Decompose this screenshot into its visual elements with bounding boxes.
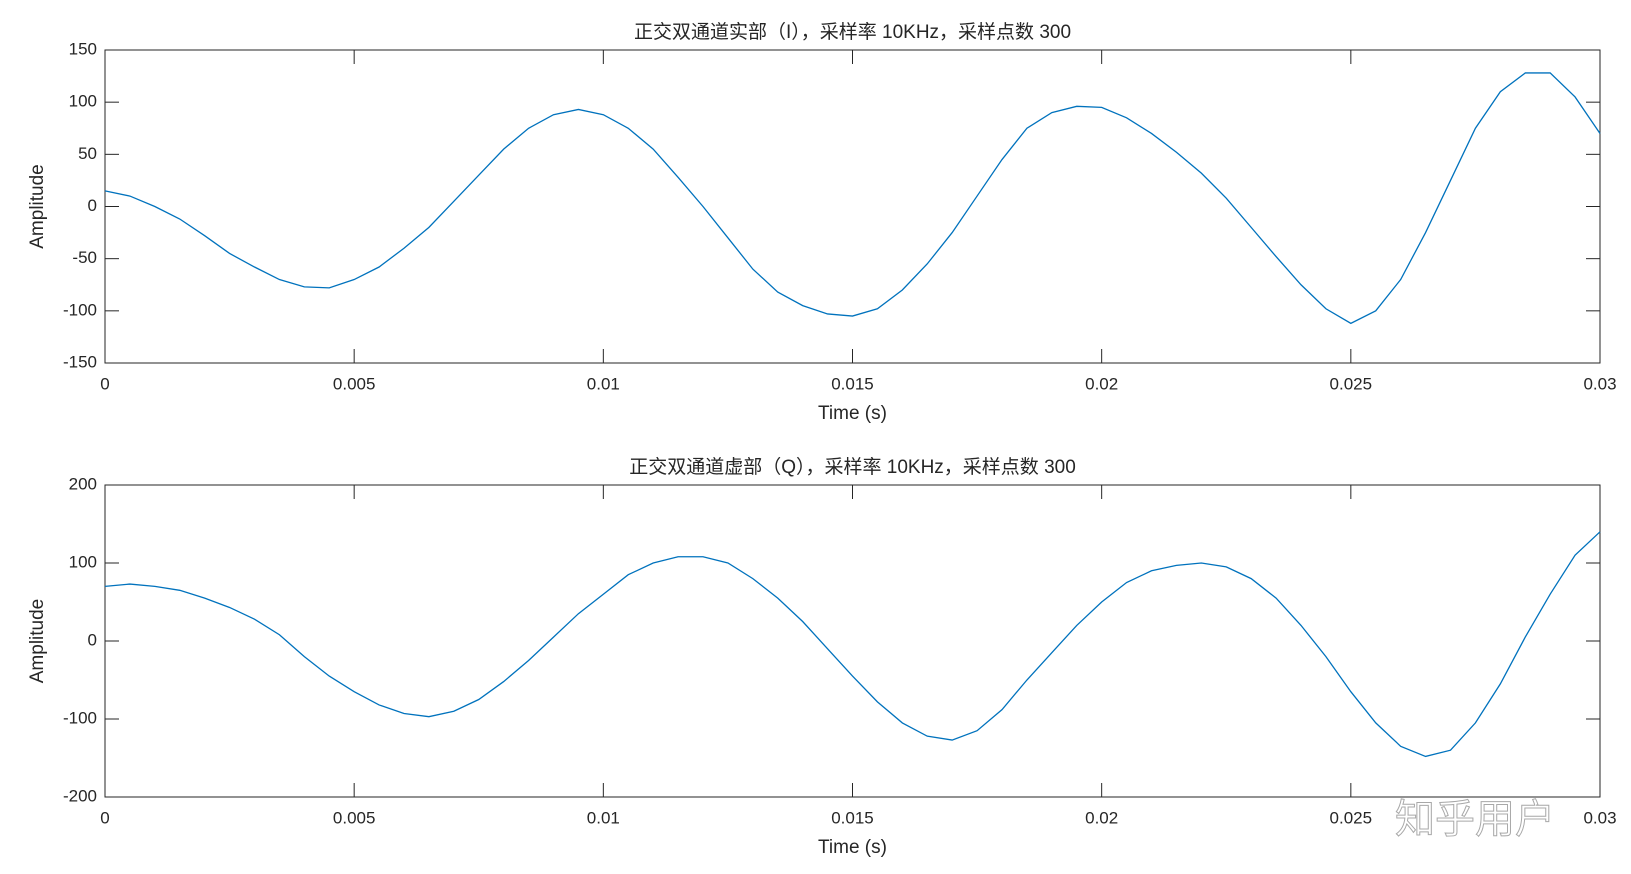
y-tick-label: -150 (63, 352, 97, 371)
y-tick-label: -50 (72, 248, 97, 267)
x-tick-label: 0.03 (1583, 808, 1616, 827)
x-tick-label: 0.01 (587, 374, 620, 393)
y-tick-label: 100 (69, 552, 97, 571)
y-tick-label: 0 (88, 630, 97, 649)
y-tick-label: -200 (63, 786, 97, 805)
data-line (104, 531, 1601, 758)
y-tick-label: 50 (78, 144, 97, 163)
y-tick-label: -100 (63, 300, 97, 319)
chart-title: 正交双通道虚部（Q），采样率 10KHz，采样点数 300 (629, 456, 1076, 478)
y-axis-label: Amplitude (27, 599, 48, 684)
x-tick-label: 0.02 (1085, 808, 1118, 827)
y-tick-label: -100 (63, 708, 97, 727)
x-axis-label: Time (s) (818, 837, 887, 858)
x-tick-label: 0 (100, 374, 109, 393)
x-tick-label: 0.02 (1085, 374, 1118, 393)
y-tick-label: 100 (69, 92, 97, 111)
y-tick-label: 200 (69, 474, 97, 493)
y-tick-label: 0 (88, 196, 97, 215)
watermark: 知乎用户 (1395, 798, 1555, 842)
x-tick-label: 0.015 (831, 808, 874, 827)
axes-box (104, 49, 1601, 364)
x-tick-label: 0 (100, 808, 109, 827)
chart-title: 正交双通道实部（I），采样率 10KHz，采样点数 300 (634, 21, 1071, 43)
x-tick-label: 0.015 (831, 374, 874, 393)
axes-box (104, 484, 1601, 798)
data-line (104, 72, 1601, 325)
x-tick-label: 0.025 (1330, 374, 1373, 393)
x-tick-label: 0.025 (1330, 808, 1373, 827)
x-axis-label: Time (s) (818, 403, 887, 424)
x-tick-label: 0.005 (333, 374, 376, 393)
x-tick-label: 0.005 (333, 808, 376, 827)
x-tick-label: 0.01 (587, 808, 620, 827)
y-axis-label: Amplitude (27, 164, 48, 249)
x-tick-label: 0.03 (1583, 374, 1616, 393)
y-tick-label: 150 (69, 39, 97, 58)
